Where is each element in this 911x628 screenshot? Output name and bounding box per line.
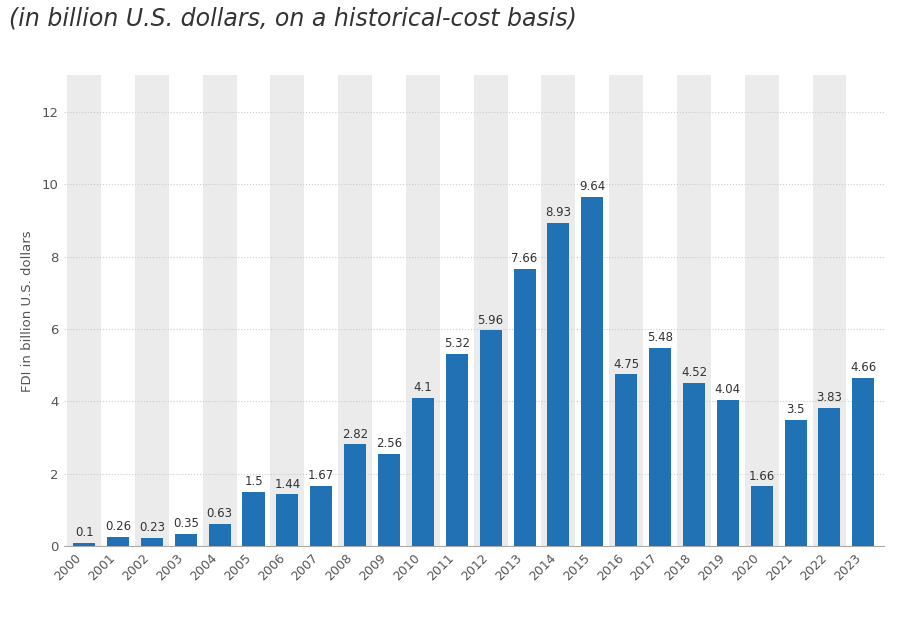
Bar [445,354,467,546]
Bar [813,75,846,546]
Text: 5.32: 5.32 [444,337,470,350]
Bar [480,330,502,546]
Bar [73,543,95,546]
Bar [609,75,643,546]
Bar [745,75,779,546]
Bar [202,75,237,546]
Bar [615,374,637,546]
Bar [67,75,101,546]
Bar [853,377,875,546]
Bar [242,492,264,546]
Bar [541,75,576,546]
Text: 2.82: 2.82 [342,428,368,441]
Bar [514,269,536,546]
Text: 0.1: 0.1 [75,526,94,539]
Bar [338,75,372,546]
Text: 0.35: 0.35 [173,517,199,530]
Text: (in billion U.S. dollars, on a historical-cost basis): (in billion U.S. dollars, on a historica… [9,6,577,30]
Text: 1.67: 1.67 [308,469,334,482]
Bar [751,486,773,546]
Bar [107,537,129,546]
Text: 4.1: 4.1 [414,381,433,394]
Bar [344,444,366,546]
Bar [209,524,230,546]
Bar [474,75,507,546]
Text: 4.52: 4.52 [681,366,707,379]
Text: 9.64: 9.64 [579,180,606,193]
Text: 1.44: 1.44 [274,477,301,490]
Text: 0.26: 0.26 [105,521,131,533]
Bar [717,400,739,546]
Bar [311,486,333,546]
Bar [412,398,434,546]
Text: 1.5: 1.5 [244,475,262,489]
Bar [784,420,806,546]
Bar [683,382,705,546]
Bar [548,223,569,546]
Bar [406,75,440,546]
Bar [141,538,163,546]
Text: 4.75: 4.75 [613,357,640,371]
Text: 5.96: 5.96 [477,314,504,327]
Text: 2.56: 2.56 [376,437,402,450]
Text: 7.66: 7.66 [511,252,537,265]
Bar [581,197,603,546]
Bar [378,453,400,546]
Text: 5.48: 5.48 [647,331,673,344]
Bar [649,348,671,546]
Text: 0.63: 0.63 [207,507,232,520]
Bar [135,75,169,546]
Bar [271,75,304,546]
Bar [276,494,299,546]
Text: 0.23: 0.23 [138,521,165,534]
Text: 3.83: 3.83 [816,391,843,404]
Bar [677,75,711,546]
Bar [175,534,197,546]
Text: 4.66: 4.66 [850,361,876,374]
Bar [818,408,841,546]
Text: 4.04: 4.04 [715,383,741,396]
Y-axis label: FDI in billion U.S. dollars: FDI in billion U.S. dollars [21,230,34,392]
Text: 3.5: 3.5 [786,403,804,416]
Text: 8.93: 8.93 [546,206,571,219]
Text: 1.66: 1.66 [749,470,775,482]
